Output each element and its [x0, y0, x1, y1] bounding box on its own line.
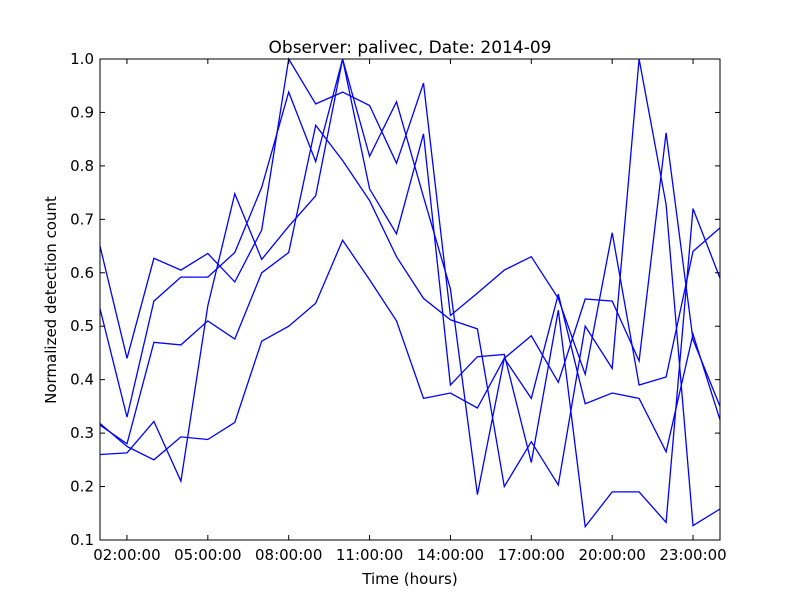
plot-area-frame — [99, 58, 721, 541]
y-tick-label: 0.2 — [70, 478, 94, 496]
series-line-3 — [99, 58, 721, 527]
x-tick-label: 08:00:00 — [255, 546, 322, 564]
series-line-4 — [99, 58, 721, 495]
x-tick-label: 02:00:00 — [93, 546, 160, 564]
series-layer — [99, 57, 721, 529]
series-line-5 — [99, 132, 721, 461]
y-tick-label: 0.8 — [70, 157, 94, 175]
x-axis-label: Time (hours) — [361, 570, 457, 588]
y-tick-label: 0.4 — [70, 371, 94, 389]
x-tick-label: 23:00:00 — [659, 546, 726, 564]
y-tick-label: 0.3 — [70, 424, 94, 442]
x-tick-label: 17:00:00 — [498, 546, 565, 564]
x-tick-label: 14:00:00 — [417, 546, 484, 564]
x-tick-label: 05:00:00 — [174, 546, 241, 564]
series-line-2 — [99, 58, 721, 529]
y-tick-label: 0.9 — [70, 103, 94, 121]
y-axis: 0.1 0.2 0.3 0.4 0.5 0.6 0.7 0.8 0.9 1.0 — [70, 50, 720, 549]
y-axis-label: Normalized detection count — [42, 196, 60, 404]
series-line-1 — [99, 57, 721, 386]
chart-title: Observer: palivec, Date: 2014-09 — [269, 38, 552, 58]
y-tick-label: 0.5 — [70, 317, 94, 335]
y-tick-label: 1.0 — [70, 50, 94, 68]
x-tick-label: 11:00:00 — [336, 546, 403, 564]
y-tick-label: 0.6 — [70, 264, 94, 282]
y-tick-label: 0.7 — [70, 210, 94, 228]
x-tick-label: 20:00:00 — [578, 546, 645, 564]
y-tick-label: 0.1 — [70, 531, 94, 549]
x-axis: 02:00:00 05:00:00 08:00:00 11:00:00 14:00:00… — [93, 59, 727, 564]
